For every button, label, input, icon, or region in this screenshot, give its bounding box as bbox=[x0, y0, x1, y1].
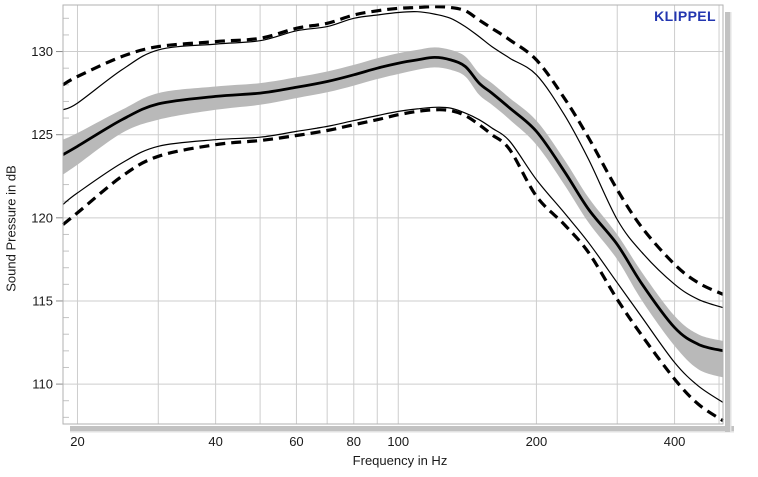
x-tick-label: 100 bbox=[387, 434, 409, 449]
x-tick-label: 400 bbox=[664, 434, 686, 449]
curve-mean bbox=[62, 55, 724, 353]
y-tick-label: 120 bbox=[31, 210, 53, 225]
x-axis-title: Frequency in Hz bbox=[352, 453, 448, 468]
y-tick-label: 115 bbox=[32, 293, 53, 308]
y-tick-label: 110 bbox=[32, 377, 53, 392]
y-tick-label: 125 bbox=[31, 127, 53, 142]
curve-upper-thin bbox=[62, 11, 724, 309]
bottom-bevel-light bbox=[70, 431, 734, 433]
curve-lower-thin bbox=[62, 106, 724, 403]
plot-border bbox=[62, 4, 724, 425]
bottom-bevel bbox=[70, 426, 734, 431]
x-tick-label: 60 bbox=[289, 434, 303, 449]
klippel-logo: KLIPPEL bbox=[654, 8, 716, 24]
x-tick-label: 200 bbox=[526, 434, 548, 449]
y-tick-label: 130 bbox=[31, 44, 53, 59]
y-axis-title: Sound Pressure in dB bbox=[3, 165, 19, 292]
x-tick-label: 20 bbox=[70, 434, 84, 449]
x-tick-label: 80 bbox=[347, 434, 361, 449]
curve-lower-limit-dashed bbox=[61, 108, 724, 423]
x-tick-label: 40 bbox=[208, 434, 222, 449]
right-bevel bbox=[725, 12, 730, 432]
curve-upper-limit-dashed bbox=[62, 5, 724, 296]
right-bevel-light bbox=[730, 12, 732, 432]
std-deviation-band bbox=[63, 47, 723, 378]
